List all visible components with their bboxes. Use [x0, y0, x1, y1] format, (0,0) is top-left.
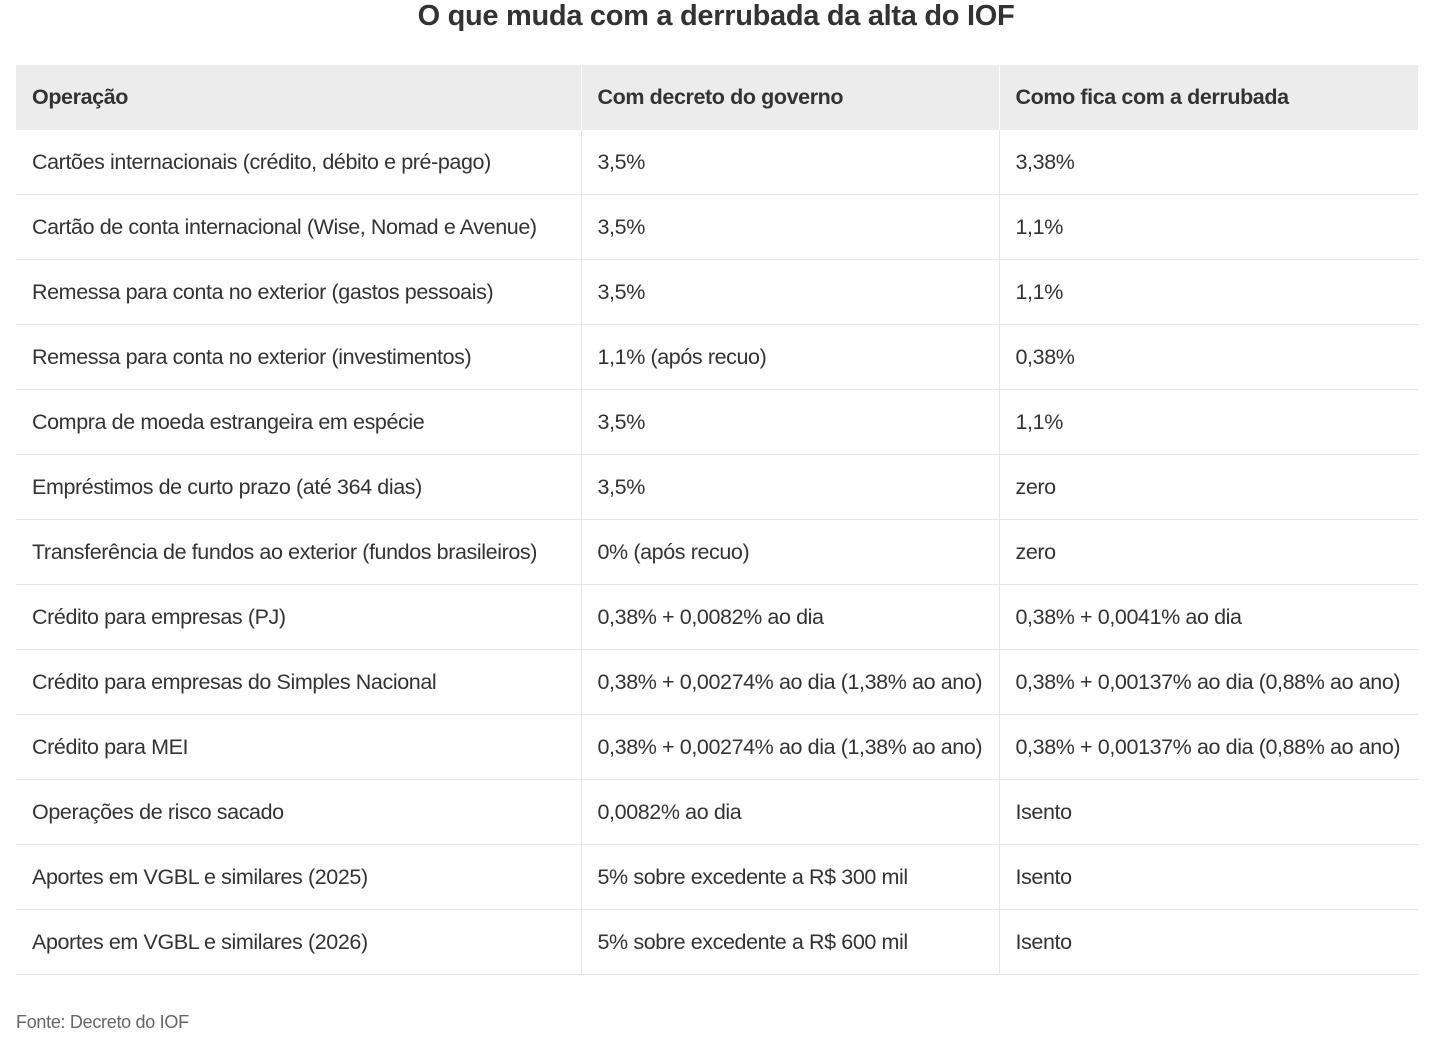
cell-operacao: Crédito para empresas do Simples Naciona… — [16, 649, 581, 715]
cell-operacao: Transferência de fundos ao exterior (fun… — [16, 519, 581, 585]
cell-com-decreto: 0,38% + 0,00274% ao dia (1,38% ao ano) — [580, 714, 999, 780]
column-header-com-decreto: Com decreto do governo — [580, 65, 999, 130]
cell-como-fica: Isento — [998, 909, 1418, 975]
cell-com-decreto: 1,1% (após recuo) — [580, 324, 999, 390]
cell-como-fica: 0,38% + 0,00137% ao dia (0,88% ao ano) — [998, 649, 1418, 715]
cell-operacao: Aportes em VGBL e similares (2026) — [16, 909, 581, 975]
cell-como-fica: Isento — [998, 844, 1418, 910]
cell-operacao: Operações de risco sacado — [16, 779, 581, 845]
table-row: Crédito para MEI 0,38% + 0,00274% ao dia … — [16, 714, 1418, 780]
cell-com-decreto: 0% (após recuo) — [580, 519, 999, 585]
table-row: Operações de risco sacado 0,0082% ao dia I… — [16, 779, 1418, 845]
cell-como-fica: 1,1% — [998, 194, 1418, 260]
cell-operacao: Compra de moeda estrangeira em espécie — [16, 389, 581, 455]
cell-com-decreto: 3,5% — [580, 454, 999, 520]
table-header: Operação Com decreto do governo Como fic… — [16, 65, 1418, 130]
table-row: Remessa para conta no exterior (gastos p… — [16, 259, 1418, 325]
cell-como-fica: 1,1% — [998, 259, 1418, 325]
cell-como-fica: 3,38% — [998, 130, 1418, 195]
cell-com-decreto: 0,38% + 0,00274% ao dia (1,38% ao ano) — [580, 649, 999, 715]
cell-com-decreto: 3,5% — [580, 130, 999, 195]
cell-com-decreto: 3,5% — [580, 194, 999, 260]
cell-operacao: Remessa para conta no exterior (gastos p… — [16, 259, 581, 325]
table-body: Cartões internacionais (crédito, débito … — [16, 130, 1418, 975]
cell-operacao: Aportes em VGBL e similares (2025) — [16, 844, 581, 910]
source-note: Fonte: Decreto do IOF — [16, 1012, 189, 1032]
table-row: Cartão de conta internacional (Wise, Nom… — [16, 194, 1418, 260]
cell-operacao: Remessa para conta no exterior (investim… — [16, 324, 581, 390]
cell-com-decreto: 0,38% + 0,0082% ao dia — [580, 584, 999, 650]
cell-com-decreto: 0,0082% ao dia — [580, 779, 999, 845]
cell-como-fica: 0,38% — [998, 324, 1418, 390]
table-row: Aportes em VGBL e similares (2025) 5% sob… — [16, 844, 1418, 910]
table-row: Remessa para conta no exterior (investim… — [16, 324, 1418, 390]
table-row: Compra de moeda estrangeira em espécie 3,… — [16, 389, 1418, 455]
cell-como-fica: 0,38% + 0,0041% ao dia — [998, 584, 1418, 650]
table-row: Aportes em VGBL e similares (2026) 5% sob… — [16, 909, 1418, 975]
table-row: Transferência de fundos ao exterior (fun… — [16, 519, 1418, 585]
table-row: Crédito para empresas (PJ) 0,38% + 0,0082… — [16, 584, 1418, 650]
cell-operacao: Cartão de conta internacional (Wise, Nom… — [16, 194, 581, 260]
cell-operacao: Crédito para MEI — [16, 714, 581, 780]
cell-como-fica: 1,1% — [998, 389, 1418, 455]
cell-com-decreto: 3,5% — [580, 259, 999, 325]
table-title: O que muda com a derrubada da alta do IO… — [417, 0, 1015, 32]
cell-como-fica: zero — [998, 454, 1418, 520]
cell-com-decreto: 5% sobre excedente a R$ 300 mil — [580, 844, 999, 910]
header-row: Operação Com decreto do governo Como fic… — [16, 65, 1418, 130]
comparison-table: Operação Com decreto do governo Como fic… — [16, 65, 1418, 975]
cell-operacao: Empréstimos de curto prazo (até 364 dias… — [16, 454, 581, 520]
cell-como-fica: zero — [998, 519, 1418, 585]
column-header-operacao: Operação — [16, 65, 581, 130]
cell-operacao: Crédito para empresas (PJ) — [16, 584, 581, 650]
cell-com-decreto: 5% sobre excedente a R$ 600 mil — [580, 909, 999, 975]
table-row: Empréstimos de curto prazo (até 364 dias… — [16, 454, 1418, 520]
table-row: Crédito para empresas do Simples Naciona… — [16, 649, 1418, 715]
cell-como-fica: Isento — [998, 779, 1418, 845]
table-row: Cartões internacionais (crédito, débito … — [16, 130, 1418, 195]
column-header-como-fica: Como fica com a derrubada — [998, 65, 1418, 130]
cell-operacao: Cartões internacionais (crédito, débito … — [16, 130, 581, 195]
cell-com-decreto: 3,5% — [580, 389, 999, 455]
cell-como-fica: 0,38% + 0,00137% ao dia (0,88% ao ano) — [998, 714, 1418, 780]
